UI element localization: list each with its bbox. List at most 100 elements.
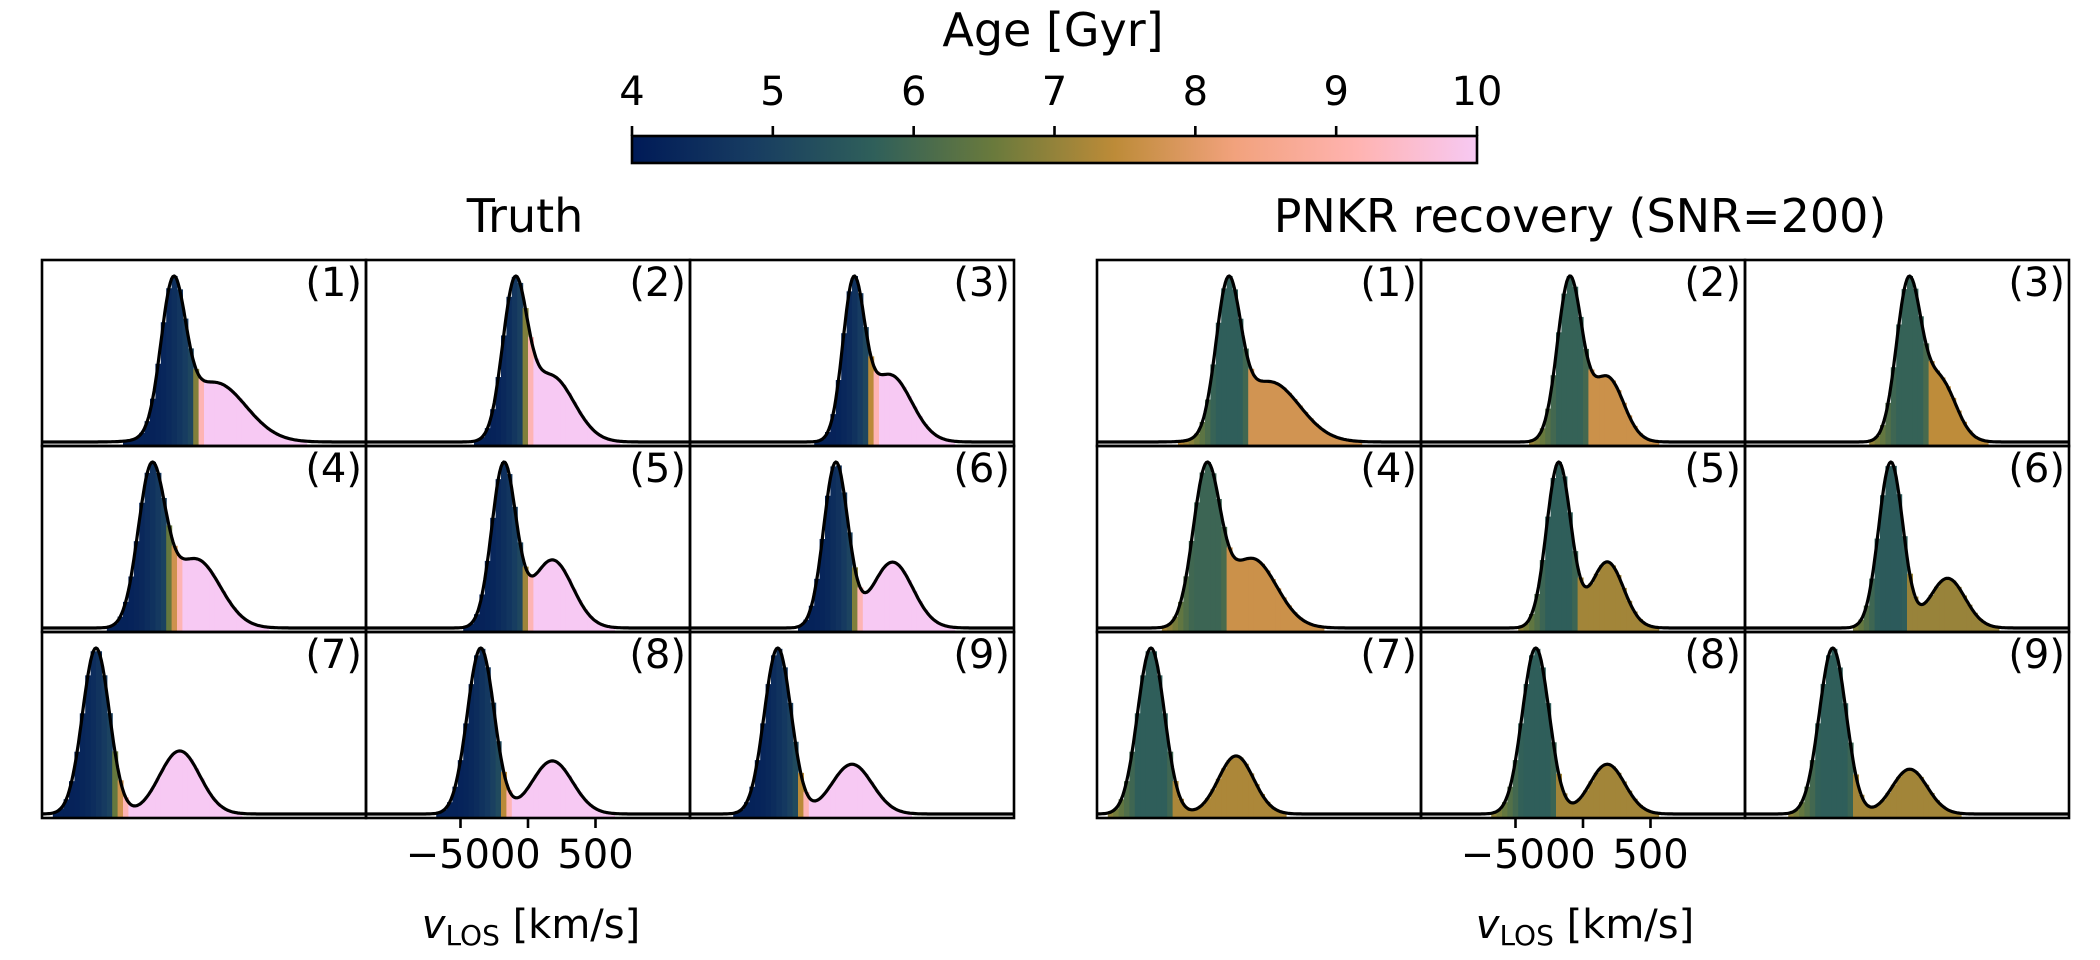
pnkr-bin xyxy=(1961,421,1967,446)
pnkr-bin xyxy=(1242,559,1249,632)
truth-bin xyxy=(301,441,308,446)
pnkr-bin xyxy=(1912,596,1919,632)
pnkr-bin xyxy=(1583,790,1589,818)
pnkr-bin xyxy=(1183,807,1190,818)
pnkr-bin xyxy=(1334,437,1341,446)
truth-age-fill xyxy=(123,276,308,446)
truth-bin xyxy=(193,368,200,446)
truth-age-fill xyxy=(52,651,243,818)
pnkr-bin xyxy=(1928,792,1935,818)
truth-panel: (8) −500 0 500 xyxy=(364,630,692,878)
pnkr-bin xyxy=(1901,771,1908,818)
pnkr-bin xyxy=(1809,760,1816,818)
pnkr-bin xyxy=(1318,626,1325,632)
pnkr-bin xyxy=(1178,798,1184,818)
truth-bin xyxy=(198,778,205,818)
pnkr-panel-label: (8) xyxy=(1684,632,1741,678)
pnkr-bin xyxy=(1232,557,1238,632)
truth-bin xyxy=(571,402,578,446)
truth-bin xyxy=(852,567,858,632)
pnkr-bin xyxy=(1593,772,1600,818)
pnkr-bin xyxy=(1172,616,1179,632)
pnkr-xlabel: vLOS [km/s] xyxy=(1476,902,1694,952)
truth-bin xyxy=(247,622,254,632)
truth-bin xyxy=(814,441,821,446)
pnkr-bin xyxy=(1993,626,2000,632)
truth-bin xyxy=(236,398,243,446)
truth-bin xyxy=(447,802,453,818)
colorbar-label: Age [Gyr] xyxy=(942,3,1163,57)
pnkr-bin xyxy=(1923,784,1930,818)
pnkr-bin xyxy=(1620,781,1627,818)
truth-bin xyxy=(744,802,750,818)
pnkr-bin xyxy=(1313,423,1319,446)
truth-bin xyxy=(571,783,578,818)
truth-bin xyxy=(549,559,556,632)
truth-bin xyxy=(295,440,302,446)
truth-bin xyxy=(873,789,880,818)
truth-bin xyxy=(609,627,615,632)
truth-bin xyxy=(193,768,200,818)
truth-age-fill xyxy=(106,462,270,632)
pnkr-bin xyxy=(1156,675,1163,818)
truth-bin xyxy=(560,767,567,818)
pnkr-bin xyxy=(1556,332,1562,446)
pnkr-age-fill xyxy=(1869,276,1989,446)
truth-bin xyxy=(522,308,529,446)
truth-bin xyxy=(862,774,869,818)
truth-bin xyxy=(474,440,480,446)
truth-bin xyxy=(571,589,578,632)
truth-bin xyxy=(220,590,227,632)
pnkr-bin xyxy=(1167,751,1174,818)
pnkr-bin xyxy=(1869,440,1876,446)
pnkr-bin xyxy=(1215,322,1222,446)
truth-bin xyxy=(452,786,459,818)
pnkr-bin xyxy=(1539,560,1546,632)
pnkr-bin xyxy=(1107,812,1114,818)
pnkr-bin xyxy=(1642,809,1649,818)
truth-bin xyxy=(517,796,524,818)
pnkr-xtick-label: 0 xyxy=(1570,832,1595,878)
pnkr-bin xyxy=(1588,583,1595,632)
truth-bin xyxy=(603,626,610,632)
pnkr-bin xyxy=(1826,655,1832,818)
truth-bin xyxy=(252,416,259,446)
pnkr-bin xyxy=(1491,812,1498,818)
truth-bin xyxy=(231,812,237,818)
truth-bin xyxy=(274,433,281,446)
pnkr-age-fill xyxy=(1178,276,1363,446)
pnkr-bin xyxy=(1599,565,1606,632)
pnkr-bin xyxy=(1907,573,1913,632)
pnkr-bin xyxy=(1172,781,1179,818)
pnkr-bin xyxy=(1939,377,1946,446)
truth-bin xyxy=(517,282,524,446)
pnkr-bin xyxy=(1550,742,1557,818)
pnkr-xtick-label: −500 xyxy=(1461,832,1571,878)
truth-bin xyxy=(177,289,183,446)
truth-bin xyxy=(846,764,853,818)
pnkr-bin xyxy=(1280,812,1287,818)
truth-bin xyxy=(938,624,945,632)
truth-bin xyxy=(857,293,864,446)
pnkr-bin xyxy=(1610,380,1616,446)
pnkr-bin xyxy=(1917,316,1924,446)
pnkr-bin xyxy=(1577,316,1584,446)
pnkr-panel: (1) xyxy=(1095,258,1423,448)
truth-bin xyxy=(187,348,194,446)
pnkr-bin xyxy=(1928,594,1935,632)
truth-bin xyxy=(290,439,297,446)
truth-bin xyxy=(825,432,831,446)
pnkr-bin xyxy=(1194,433,1201,446)
truth-panel-label: (6) xyxy=(953,446,1010,492)
truth-bin xyxy=(117,780,124,818)
truth-bin xyxy=(879,374,885,446)
truth-bin xyxy=(484,667,491,818)
pnkr-bin xyxy=(1539,667,1546,818)
truth-bin xyxy=(58,808,65,818)
pnkr-bin xyxy=(1577,577,1584,632)
truth-panel-label: (1) xyxy=(305,260,362,306)
truth-bin xyxy=(85,675,92,818)
pnkr-bin xyxy=(1226,547,1233,632)
truth-bin xyxy=(835,465,842,632)
pnkr-bin xyxy=(1178,601,1184,632)
